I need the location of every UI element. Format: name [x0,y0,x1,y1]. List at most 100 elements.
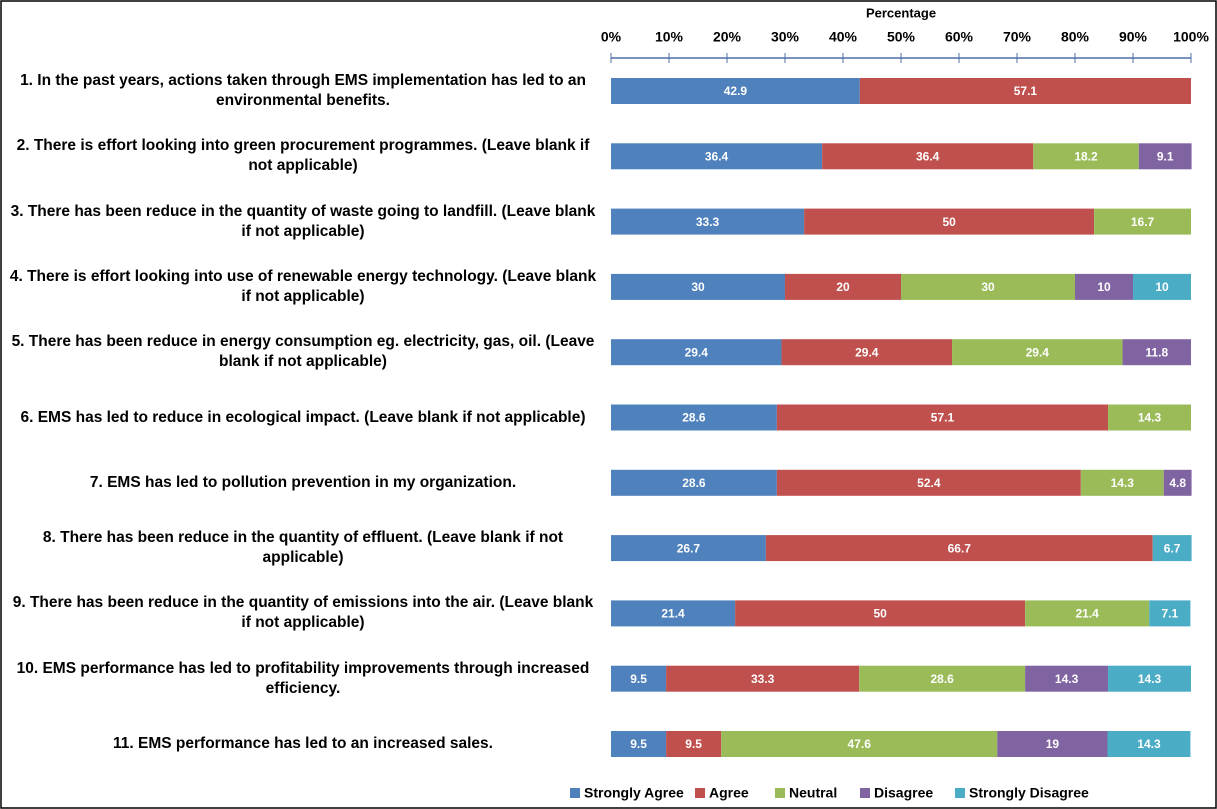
data-label: 26.7 [677,541,701,555]
legend-swatch [775,788,785,798]
bar-segment [804,208,1095,235]
data-label: 30 [981,280,995,294]
legend-swatch [695,788,705,798]
data-label: 47.6 [848,737,872,751]
bar-segment [611,339,782,366]
x-tick-label: 60% [945,29,974,45]
bar-segment [611,78,860,104]
bar-segment [611,731,667,757]
data-label: 33.3 [751,672,775,686]
data-label: 57.1 [1014,84,1038,98]
x-tick-label: 90% [1119,29,1148,45]
data-label: 28.6 [682,411,706,425]
data-label: 50 [873,607,887,621]
bar-segment [611,469,777,496]
bar-segment [997,731,1108,757]
bar-segment [1075,273,1133,300]
data-label: 7.1 [1161,607,1178,621]
bar-segment [1033,143,1139,170]
data-label: 29.4 [855,345,879,359]
bar-segment [901,273,1075,300]
category-label: 9. There has been reduce in the quantity… [12,594,594,632]
data-label: 21.4 [1076,607,1100,621]
category-label: 7. EMS has led to pollution prevention i… [89,473,517,491]
bar-segment [859,78,1191,104]
category-label: 11. EMS performance has led to an increa… [113,735,493,752]
bar-segment [611,208,805,235]
data-label: 29.4 [1026,345,1050,359]
bar-segment [765,535,1153,562]
data-label: 21.4 [661,607,685,621]
bar-segment [611,665,667,692]
legend-label: Neutral [789,785,837,801]
bar-segment [776,404,1109,431]
data-label: 20 [836,280,850,294]
data-label: 36.4 [916,149,940,163]
legend-swatch [860,788,870,798]
category-label: 1. In the past years, actions taken thro… [20,72,586,109]
data-label: 10 [1097,280,1111,294]
bar-segment [611,273,785,300]
x-tick-label: 100% [1173,29,1209,45]
bar-segment [666,665,860,692]
data-label: 19 [1046,737,1060,751]
bar-segment [611,600,736,627]
category-label: 5. There has been reduce in energy consu… [11,333,595,371]
bar-segment [666,731,722,757]
data-label: 9.5 [630,672,647,686]
bar-segment [735,600,1026,627]
bar-segment [1025,600,1150,627]
bar-segment [1080,469,1164,496]
data-label: 14.3 [1137,737,1161,751]
data-label: 42.9 [724,84,748,98]
legend-label: Strongly Disagree [969,785,1089,801]
data-label: 16.7 [1131,215,1155,229]
bar-segment [859,665,1026,692]
x-tick-label: 50% [887,29,916,45]
data-label: 28.6 [682,476,706,490]
data-label: 57.1 [931,411,955,425]
data-label: 52.4 [917,476,941,490]
bar-segment [1133,273,1191,300]
bar-segment [1163,469,1192,496]
bar-segment [1108,404,1191,431]
legend-swatch [570,788,580,798]
bar-segment [952,339,1123,366]
bar-segment [1108,665,1191,692]
data-label: 36.4 [705,149,729,163]
data-label: 14.3 [1055,672,1079,686]
data-label: 14.3 [1138,411,1162,425]
bar-segment [1152,535,1192,562]
bar-segment [611,404,777,431]
data-label: 10 [1155,280,1169,294]
bar-segment [785,273,901,300]
data-label: 14.3 [1111,476,1135,490]
category-label: 6. EMS has led to reduce in ecological i… [20,408,586,426]
bar-segment [1138,143,1192,170]
data-label: 33.3 [696,215,720,229]
data-label: 6.7 [1164,541,1181,555]
bar-segment [721,731,998,757]
bar-segment [1094,208,1191,235]
category-label: 2. There is effort looking into green pr… [16,137,590,175]
x-tick-label: 80% [1061,29,1090,45]
bar-segment [1122,339,1191,366]
x-tick-label: 30% [771,29,800,45]
data-label: 9.1 [1157,149,1174,163]
bar-segment [611,535,766,562]
data-label: 9.5 [630,737,647,751]
data-label: 50 [942,215,956,229]
data-label: 66.7 [948,541,972,555]
bar-segment [1149,600,1191,627]
category-label: 8. There has been reduce in the quantity… [42,529,564,567]
data-label: 29.4 [685,345,709,359]
x-tick-label: 20% [713,29,742,45]
data-label: 28.6 [931,672,955,686]
legend-label: Strongly Agree [584,785,684,801]
data-label: 9.5 [685,737,702,751]
x-tick-label: 70% [1003,29,1032,45]
bar-segment [822,143,1034,170]
